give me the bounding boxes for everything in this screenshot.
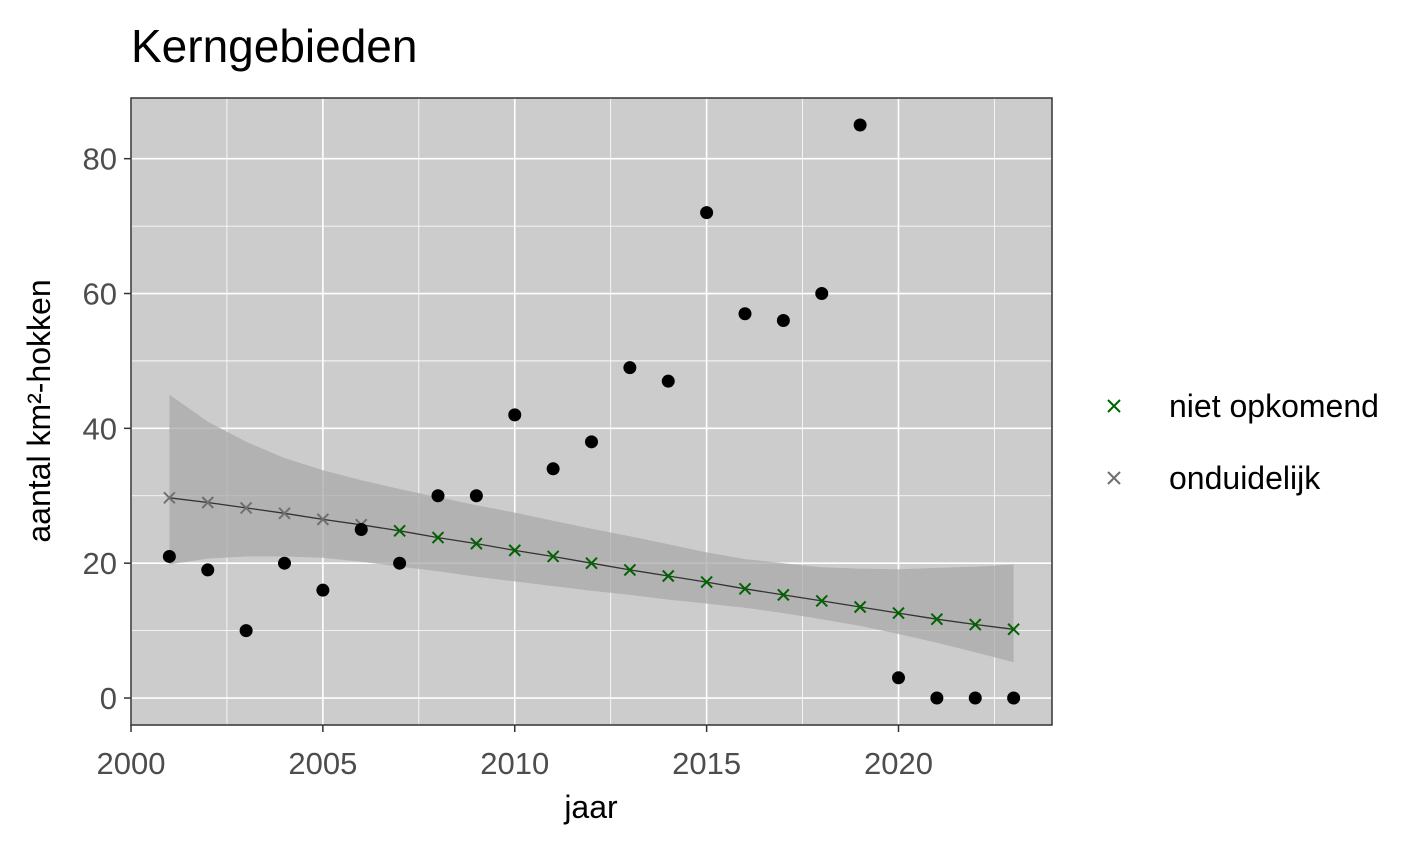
trend-marker xyxy=(700,575,713,589)
trend-marker xyxy=(316,513,330,526)
data-point xyxy=(661,374,675,388)
data-point xyxy=(968,691,982,705)
data-point xyxy=(162,549,176,563)
data-point xyxy=(546,462,560,476)
trend-marker xyxy=(777,588,790,602)
data-point xyxy=(738,307,752,321)
y-tick-label: 60 xyxy=(83,277,117,312)
trend-markers xyxy=(163,491,1020,636)
trend-marker xyxy=(930,612,944,626)
trend-marker xyxy=(853,600,867,614)
data-point xyxy=(431,489,445,503)
data-point xyxy=(930,691,944,705)
trend-marker xyxy=(1007,623,1020,636)
trend-marker xyxy=(623,563,637,577)
trend-marker xyxy=(738,582,752,596)
x-axis: 2000 2005 2010 2015 2020 xyxy=(97,725,933,781)
data-point xyxy=(354,522,368,536)
trend-marker xyxy=(892,606,905,620)
trend-marker xyxy=(546,550,560,563)
data-point xyxy=(815,287,829,301)
y-axis-title: aantal km²-hokken xyxy=(21,279,57,542)
x-tick-label: 2005 xyxy=(288,746,357,781)
trend-marker xyxy=(969,618,982,631)
y-tick-label: 0 xyxy=(100,681,117,716)
x-tick-label: 2000 xyxy=(97,746,166,781)
trend-marker xyxy=(508,544,521,557)
confidence-ribbon xyxy=(169,394,1014,663)
data-point xyxy=(469,489,483,503)
data-point xyxy=(201,563,215,577)
panel-border xyxy=(130,97,1053,726)
x-tick-label: 2010 xyxy=(480,746,549,781)
observed-points xyxy=(162,118,1021,705)
data-point xyxy=(623,361,637,375)
data-point xyxy=(892,671,905,685)
chart-title: Kerngebieden xyxy=(131,20,417,72)
legend-item: niet opkomend xyxy=(1107,388,1379,424)
y-tick-label: 20 xyxy=(83,546,117,581)
x-axis-title: jaar xyxy=(563,789,618,825)
data-point xyxy=(585,435,598,449)
legend-label: onduidelijk xyxy=(1169,460,1321,496)
trend-marker xyxy=(815,594,828,608)
x-tick-label: 2015 xyxy=(672,746,741,781)
legend-item: onduidelijk xyxy=(1107,460,1321,496)
data-point xyxy=(776,313,790,327)
y-axis: 0 20 40 60 80 xyxy=(83,142,131,716)
trend-marker xyxy=(585,556,598,570)
data-point xyxy=(239,624,253,638)
trend-marker xyxy=(163,491,176,505)
trend-marker xyxy=(393,524,406,538)
legend: niet opkomend onduidelijk xyxy=(1107,388,1379,496)
trend-marker xyxy=(278,507,291,520)
trend-marker xyxy=(431,531,445,544)
data-point xyxy=(853,118,867,132)
data-point xyxy=(508,408,522,422)
data-point xyxy=(316,583,330,597)
trend-marker xyxy=(470,537,483,550)
legend-label: niet opkomend xyxy=(1169,388,1379,424)
data-point xyxy=(393,556,407,570)
data-point xyxy=(1007,691,1021,705)
data-point xyxy=(278,556,291,570)
data-point xyxy=(700,206,714,220)
y-tick-label: 80 xyxy=(83,142,117,177)
trend-marker xyxy=(239,501,253,515)
y-tick-label: 40 xyxy=(83,411,117,446)
trend-marker xyxy=(201,496,214,509)
trend-marker xyxy=(662,569,675,583)
x-tick-label: 2020 xyxy=(864,746,933,781)
